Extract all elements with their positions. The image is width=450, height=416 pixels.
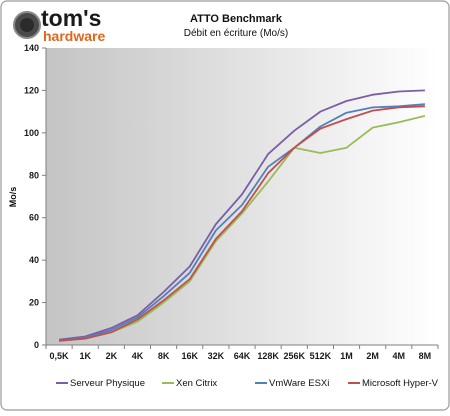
x-tick-label: 2M: [366, 351, 379, 361]
y-tick-label: 60: [29, 213, 39, 223]
series-line-microsoft-hyper-v: [59, 105, 425, 342]
logo-text-line1: tom's: [41, 5, 101, 31]
legend-label: Xen Citrix: [176, 378, 217, 389]
legend-item-microsoft-hyper-v: Microsoft Hyper-V: [348, 378, 439, 389]
x-tick-label: 1K: [79, 351, 91, 361]
x-tick-label: 512K: [310, 351, 332, 361]
x-tick-label: 64K: [234, 351, 251, 361]
y-tick-label: 100: [24, 128, 39, 138]
x-tick-label: 8K: [158, 351, 170, 361]
y-axis-label: Mo/s: [8, 187, 18, 208]
logo-emblem-core: [20, 18, 34, 32]
x-tick-label: 1M: [340, 351, 353, 361]
logo-text-line2: hardware: [43, 28, 105, 44]
x-tick-label: 2K: [106, 351, 118, 361]
y-tick-label: 120: [24, 85, 39, 95]
series-line-serveur-physique: [58, 89, 425, 341]
x-tick-label: 0,5K: [50, 351, 70, 361]
legend-label: VmWare ESXi: [269, 378, 329, 389]
y-tick-label: 20: [29, 298, 39, 308]
logo: tom's hardware: [13, 5, 105, 44]
series-lines: [58, 89, 426, 342]
y-tick-label: 40: [29, 255, 39, 265]
legend: Serveur Physique Xen Citrix VmWare ESXi Mic…: [56, 378, 439, 389]
legend-item-vmware-esxi: VmWare ESXi: [255, 378, 329, 389]
x-tick-label: 4M: [393, 351, 406, 361]
y-tick-label: 80: [29, 170, 39, 180]
series-line-vmware-esxi: [58, 103, 425, 342]
chart-title: ATTO Benchmark: [190, 13, 283, 25]
x-tick-label: 4K: [132, 351, 144, 361]
x-tick-label: 32K: [208, 351, 225, 361]
legend-label: Serveur Physique: [70, 378, 145, 389]
x-tick-label: 256K: [284, 351, 306, 361]
plot-area: [46, 48, 438, 345]
x-tick-label: 16K: [181, 351, 198, 361]
y-tick-label: 0: [34, 340, 39, 350]
x-tick-label: 8M: [419, 351, 432, 361]
chart-subtitle: Débit en écriture (Mo/s): [184, 28, 288, 39]
x-tick-labels: 0,5K 1K 2K 4K 8K 16K 32K 64K 128K 256K 512K 1M 2M 4M 8…: [45, 345, 439, 361]
legend-label: Microsoft Hyper-V: [362, 378, 439, 389]
x-tick-label: 128K: [257, 351, 279, 361]
y-tick-labels: 0 20 40 60 80 100 120 140: [24, 43, 46, 350]
legend-item-xen-citrix: Xen Citrix: [162, 378, 217, 389]
legend-item-serveur-physique: Serveur Physique: [56, 378, 145, 389]
y-tick-label: 140: [24, 43, 39, 53]
